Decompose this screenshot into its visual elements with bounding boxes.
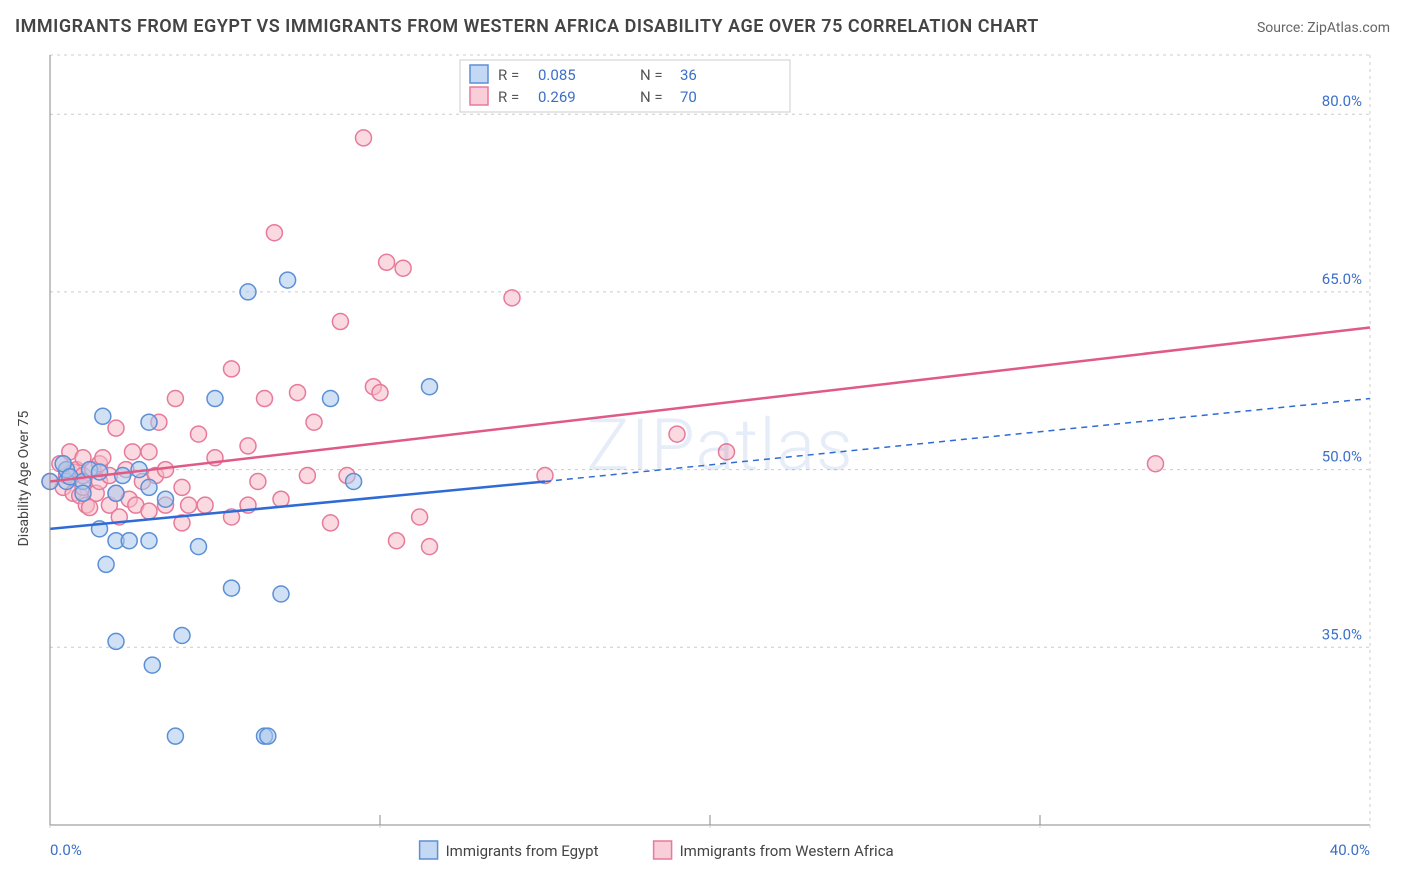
data-point	[141, 414, 157, 430]
data-point	[167, 728, 183, 744]
legend-swatch	[470, 65, 488, 83]
scatter-series-1	[42, 130, 1164, 555]
plot-area: ZIPatlas	[42, 55, 1370, 825]
data-point	[207, 391, 223, 407]
x-min-label: 0.0%	[50, 841, 82, 859]
data-point	[323, 515, 339, 531]
data-point	[372, 385, 388, 401]
data-point	[115, 468, 131, 484]
legend-n-value: 70	[680, 88, 697, 106]
data-point	[273, 491, 289, 507]
data-point	[280, 272, 296, 288]
data-point	[273, 586, 289, 602]
data-point	[266, 225, 282, 241]
x-max-label: 40.0%	[1330, 841, 1370, 859]
data-point	[197, 497, 213, 513]
data-point	[412, 509, 428, 525]
correlation-legend: R = 0.085 N = 36 R = 0.269 N = 70	[460, 60, 790, 112]
legend-r-value: 0.269	[538, 88, 576, 106]
data-point	[260, 728, 276, 744]
y-tick-label: 50.0%	[1322, 448, 1362, 466]
data-point	[95, 450, 111, 466]
data-point	[299, 468, 315, 484]
y-axis-label: Disability Age Over 75	[16, 410, 32, 546]
legend-swatch	[470, 87, 488, 105]
data-point	[125, 444, 141, 460]
data-point	[174, 627, 190, 643]
data-point	[240, 438, 256, 454]
data-point	[75, 485, 91, 501]
data-point	[332, 314, 348, 330]
data-point	[250, 473, 266, 489]
data-point	[141, 444, 157, 460]
data-point	[379, 254, 395, 270]
source-label: Source: ZipAtlas.com	[1257, 20, 1390, 36]
data-point	[191, 539, 207, 555]
bottom-legend-swatch	[420, 841, 438, 859]
data-point	[240, 284, 256, 300]
data-point	[181, 497, 197, 513]
correlation-chart: IMMIGRANTS FROM EGYPT VS IMMIGRANTS FROM…	[0, 0, 1406, 892]
data-point	[167, 391, 183, 407]
watermark: ZIPatlas	[586, 403, 853, 488]
data-point	[141, 533, 157, 549]
bottom-legend-label: Immigrants from Egypt	[446, 842, 599, 860]
data-point	[422, 539, 438, 555]
data-point	[422, 379, 438, 395]
data-point	[121, 533, 137, 549]
data-point	[306, 414, 322, 430]
data-point	[224, 580, 240, 596]
data-point	[395, 260, 411, 276]
data-point	[290, 385, 306, 401]
chart-title: IMMIGRANTS FROM EGYPT VS IMMIGRANTS FROM…	[15, 16, 1039, 37]
series-legend: Immigrants from Egypt Immigrants from Wes…	[420, 841, 894, 860]
data-point	[108, 420, 124, 436]
legend-r-label: R =	[498, 88, 519, 106]
bottom-legend-swatch	[654, 841, 672, 859]
data-point	[257, 391, 273, 407]
data-point	[108, 633, 124, 649]
y-tick-label: 65.0%	[1322, 270, 1362, 288]
data-point	[141, 503, 157, 519]
data-point	[1148, 456, 1164, 472]
data-point	[191, 426, 207, 442]
data-point	[144, 657, 160, 673]
legend-n-label: N =	[640, 66, 663, 84]
data-point	[346, 473, 362, 489]
data-point	[323, 391, 339, 407]
y-tick-label: 80.0%	[1322, 92, 1362, 110]
data-point	[95, 408, 111, 424]
data-point	[504, 290, 520, 306]
data-point	[98, 556, 114, 572]
data-point	[389, 533, 405, 549]
data-point	[108, 485, 124, 501]
legend-r-value: 0.085	[538, 66, 576, 84]
data-point	[224, 361, 240, 377]
legend-r-label: R =	[498, 66, 519, 84]
y-tick-label: 35.0%	[1322, 625, 1362, 643]
legend-n-value: 36	[680, 66, 697, 84]
data-point	[141, 479, 157, 495]
bottom-legend-label: Immigrants from Western Africa	[680, 842, 894, 860]
data-point	[356, 130, 372, 146]
data-point	[158, 491, 174, 507]
legend-n-label: N =	[640, 88, 663, 106]
data-point	[174, 479, 190, 495]
